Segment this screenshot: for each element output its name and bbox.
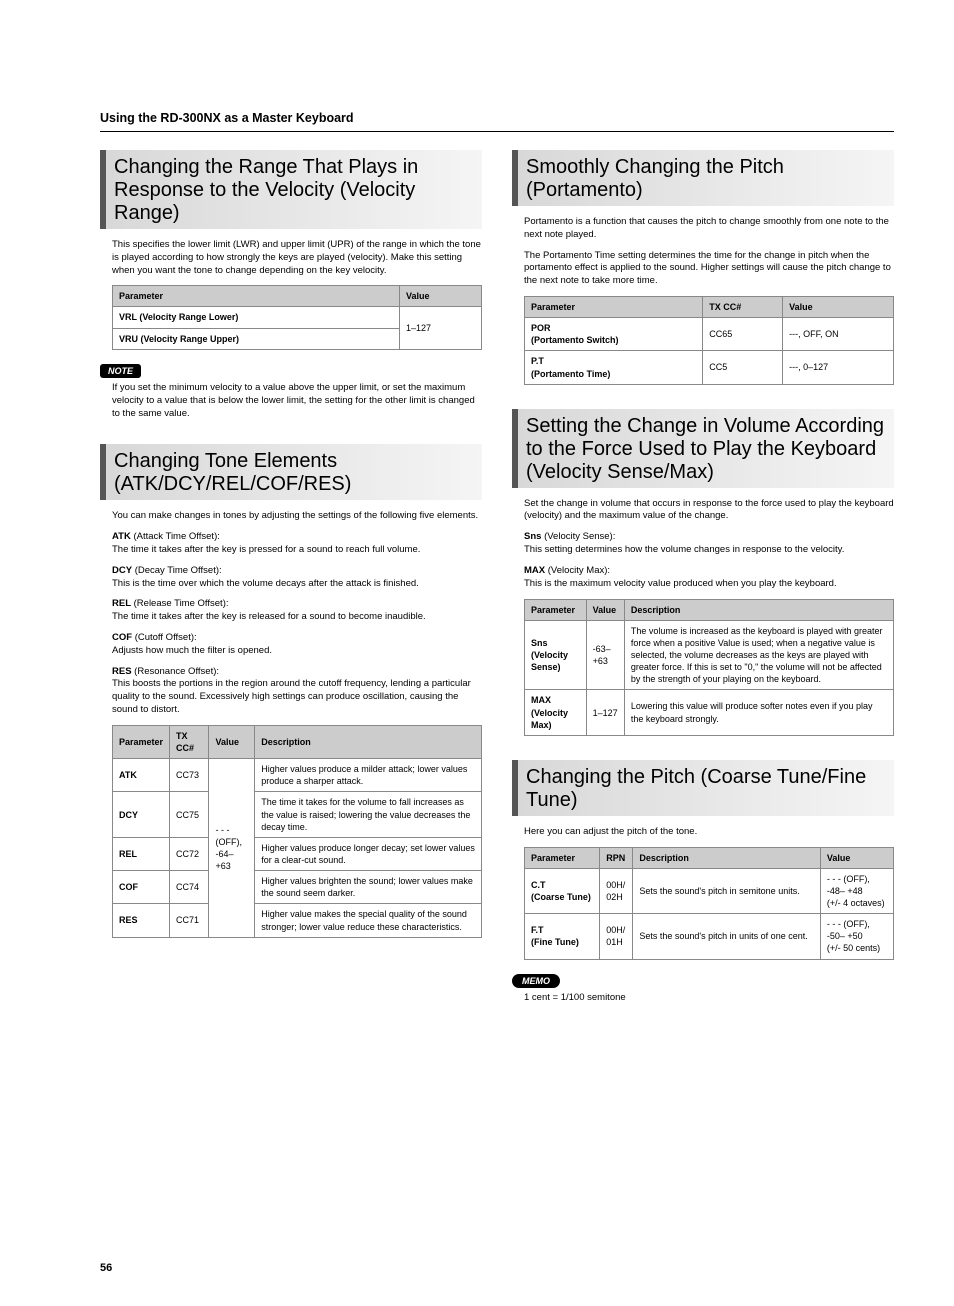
pitch-table: Parameter RPN Description Value C.T (Coa… <box>524 847 894 960</box>
th-value: Value <box>783 296 894 317</box>
velocity-range-title: Changing the Range That Plays in Respons… <box>100 150 482 229</box>
th-value: Value <box>586 599 624 620</box>
table-row: DCY <box>113 792 170 837</box>
table-row: CC73 <box>170 759 209 792</box>
th-parameter: Parameter <box>525 599 587 620</box>
table-row: CC71 <box>170 904 209 937</box>
table-row: ATK <box>113 759 170 792</box>
pitch-title: Changing the Pitch (Coarse Tune/Fine Tun… <box>512 760 894 816</box>
th-parameter: Parameter <box>525 847 600 868</box>
pitch-intro: Here you can adjust the pitch of the ton… <box>524 826 894 839</box>
table-row: CC74 <box>170 871 209 904</box>
table-row: Lowering this value will produce softer … <box>624 690 893 735</box>
memo-block: MEMO 1 cent = 1/100 semitone <box>512 974 894 1005</box>
table-row: Higher values produce a milder attack; l… <box>255 759 482 792</box>
th-description: Description <box>255 725 482 758</box>
velocity-range-intro: This specifies the lower limit (LWR) and… <box>112 239 482 277</box>
table-row: 00H/ 02H <box>600 868 633 913</box>
memo-text: 1 cent = 1/100 semitone <box>524 992 894 1005</box>
th-rpn: RPN <box>600 847 633 868</box>
tone-def: RES (Resonance Offset):This boosts the p… <box>112 666 482 717</box>
table-row: CC75 <box>170 792 209 837</box>
table-row: The time it takes for the volume to fall… <box>255 792 482 837</box>
th-value: Value <box>399 286 481 307</box>
table-row: POR (Portamento Switch) <box>525 318 703 351</box>
portamento-table: Parameter TX CC# Value POR (Portamento S… <box>524 296 894 385</box>
breadcrumb: Using the RD-300NX as a Master Keyboard <box>100 110 894 132</box>
memo-label: MEMO <box>512 974 560 988</box>
note-block: NOTE If you set the minimum velocity to … <box>100 364 482 421</box>
left-column: Changing the Range That Plays in Respons… <box>100 150 482 1023</box>
portamento-para2: The Portamento Time setting determines t… <box>524 250 894 288</box>
table-row: The volume is increased as the keyboard … <box>624 620 893 690</box>
max-def: MAX (Velocity Max): This is the maximum … <box>524 565 894 591</box>
tone-def: DCY (Decay Time Offset):This is the time… <box>112 565 482 591</box>
table-row: CC5 <box>703 351 783 384</box>
table-row: ---, OFF, ON <box>783 318 894 351</box>
table-row: 00H/ 01H <box>600 914 633 959</box>
note-text: If you set the minimum velocity to a val… <box>112 382 482 420</box>
tone-def: ATK (Attack Time Offset):The time it tak… <box>112 531 482 557</box>
table-row: - - - (OFF), -50– +50 (+/- 50 cents) <box>820 914 893 959</box>
sns-def: Sns (Velocity Sense): This setting deter… <box>524 531 894 557</box>
table-row: Higher values produce longer decay; set … <box>255 837 482 870</box>
velocity-range-table: Parameter Value VRL (Velocity Range Lowe… <box>112 285 482 349</box>
table-row: REL <box>113 837 170 870</box>
th-txcc: TX CC# <box>703 296 783 317</box>
portamento-para1: Portamento is a function that causes the… <box>524 216 894 242</box>
velocity-sense-table: Parameter Value Description Sns (Velocit… <box>524 599 894 736</box>
table-row: F.T (Fine Tune) <box>525 914 600 959</box>
table-row: 1–127 <box>586 690 624 735</box>
tone-elements-title: Changing Tone Elements (ATK/DCY/REL/COF/… <box>100 444 482 500</box>
table-row: RES <box>113 904 170 937</box>
table-row: COF <box>113 871 170 904</box>
right-column: Smoothly Changing the Pitch (Portamento)… <box>512 150 894 1023</box>
table-row: MAX (Velocity Max) <box>525 690 587 735</box>
table-row: ---, 0–127 <box>783 351 894 384</box>
table-row: Sets the sound's pitch in units of one c… <box>633 914 820 959</box>
velocity-sense-intro: Set the change in volume that occurs in … <box>524 498 894 524</box>
tone-elements-table: Parameter TX CC# Value Description ATKCC… <box>112 725 482 938</box>
table-row: VRU (Velocity Range Upper) <box>113 328 400 349</box>
th-parameter: Parameter <box>525 296 703 317</box>
table-row: 1–127 <box>399 307 481 349</box>
th-value: Value <box>820 847 893 868</box>
table-row: Sns (Velocity Sense) <box>525 620 587 690</box>
th-description: Description <box>633 847 820 868</box>
table-row: Higher values brighten the sound; lower … <box>255 871 482 904</box>
page-number: 56 <box>100 1261 112 1276</box>
th-txcc: TX CC# <box>170 725 209 758</box>
th-parameter: Parameter <box>113 725 170 758</box>
table-row: Sets the sound's pitch in semitone units… <box>633 868 820 913</box>
table-row: -63–+63 <box>586 620 624 690</box>
th-description: Description <box>624 599 893 620</box>
table-row: - - - (OFF), -48– +48 (+/- 4 octaves) <box>820 868 893 913</box>
velocity-sense-title: Setting the Change in Volume According t… <box>512 409 894 488</box>
tone-elements-intro: You can make changes in tones by adjusti… <box>112 510 482 523</box>
table-row: Higher value makes the special quality o… <box>255 904 482 937</box>
portamento-title: Smoothly Changing the Pitch (Portamento) <box>512 150 894 206</box>
table-row: - - - (OFF), -64–+63 <box>209 759 255 938</box>
tone-def: COF (Cutoff Offset):Adjusts how much the… <box>112 632 482 658</box>
tone-def: REL (Release Time Offset):The time it ta… <box>112 598 482 624</box>
table-row: VRL (Velocity Range Lower) <box>113 307 400 328</box>
note-label: NOTE <box>100 364 141 378</box>
table-row: P.T (Portamento Time) <box>525 351 703 384</box>
table-row: CC72 <box>170 837 209 870</box>
th-parameter: Parameter <box>113 286 400 307</box>
table-row: CC65 <box>703 318 783 351</box>
th-value: Value <box>209 725 255 758</box>
table-row: C.T (Coarse Tune) <box>525 868 600 913</box>
